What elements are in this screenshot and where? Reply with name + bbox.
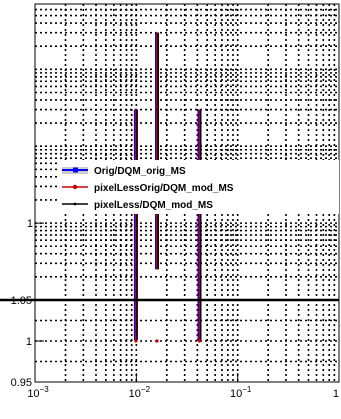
ratio-y-tick-label: 0.95 <box>11 377 32 389</box>
legend-marker <box>73 202 77 206</box>
ratio-point <box>134 339 138 343</box>
ratio-y-tick-label: 1.05 <box>11 295 32 307</box>
legend-entry: pixelLess/DQM_mod_MS <box>94 200 213 211</box>
x-tick-label: 10−3 <box>27 385 49 400</box>
x-tick-label: 10−2 <box>129 385 151 400</box>
data-point <box>156 108 159 111</box>
legend-marker <box>73 167 78 173</box>
ratio-y-tick-label: 1 <box>26 336 32 348</box>
x-tick-label: 10−1 <box>230 385 252 400</box>
x-tick-label: 1 <box>333 388 339 400</box>
legend-entry: pixelLessOrig/DQM_mod_MS <box>94 183 234 194</box>
legend-box <box>58 160 339 214</box>
ratio-point <box>197 339 202 343</box>
upper-frame <box>34 3 340 301</box>
y-tick-label: 1 <box>27 218 33 230</box>
legend-entry: Orig/DQM_orig_MS <box>94 166 186 177</box>
legend-marker <box>72 184 78 190</box>
ratio-point <box>155 339 159 343</box>
